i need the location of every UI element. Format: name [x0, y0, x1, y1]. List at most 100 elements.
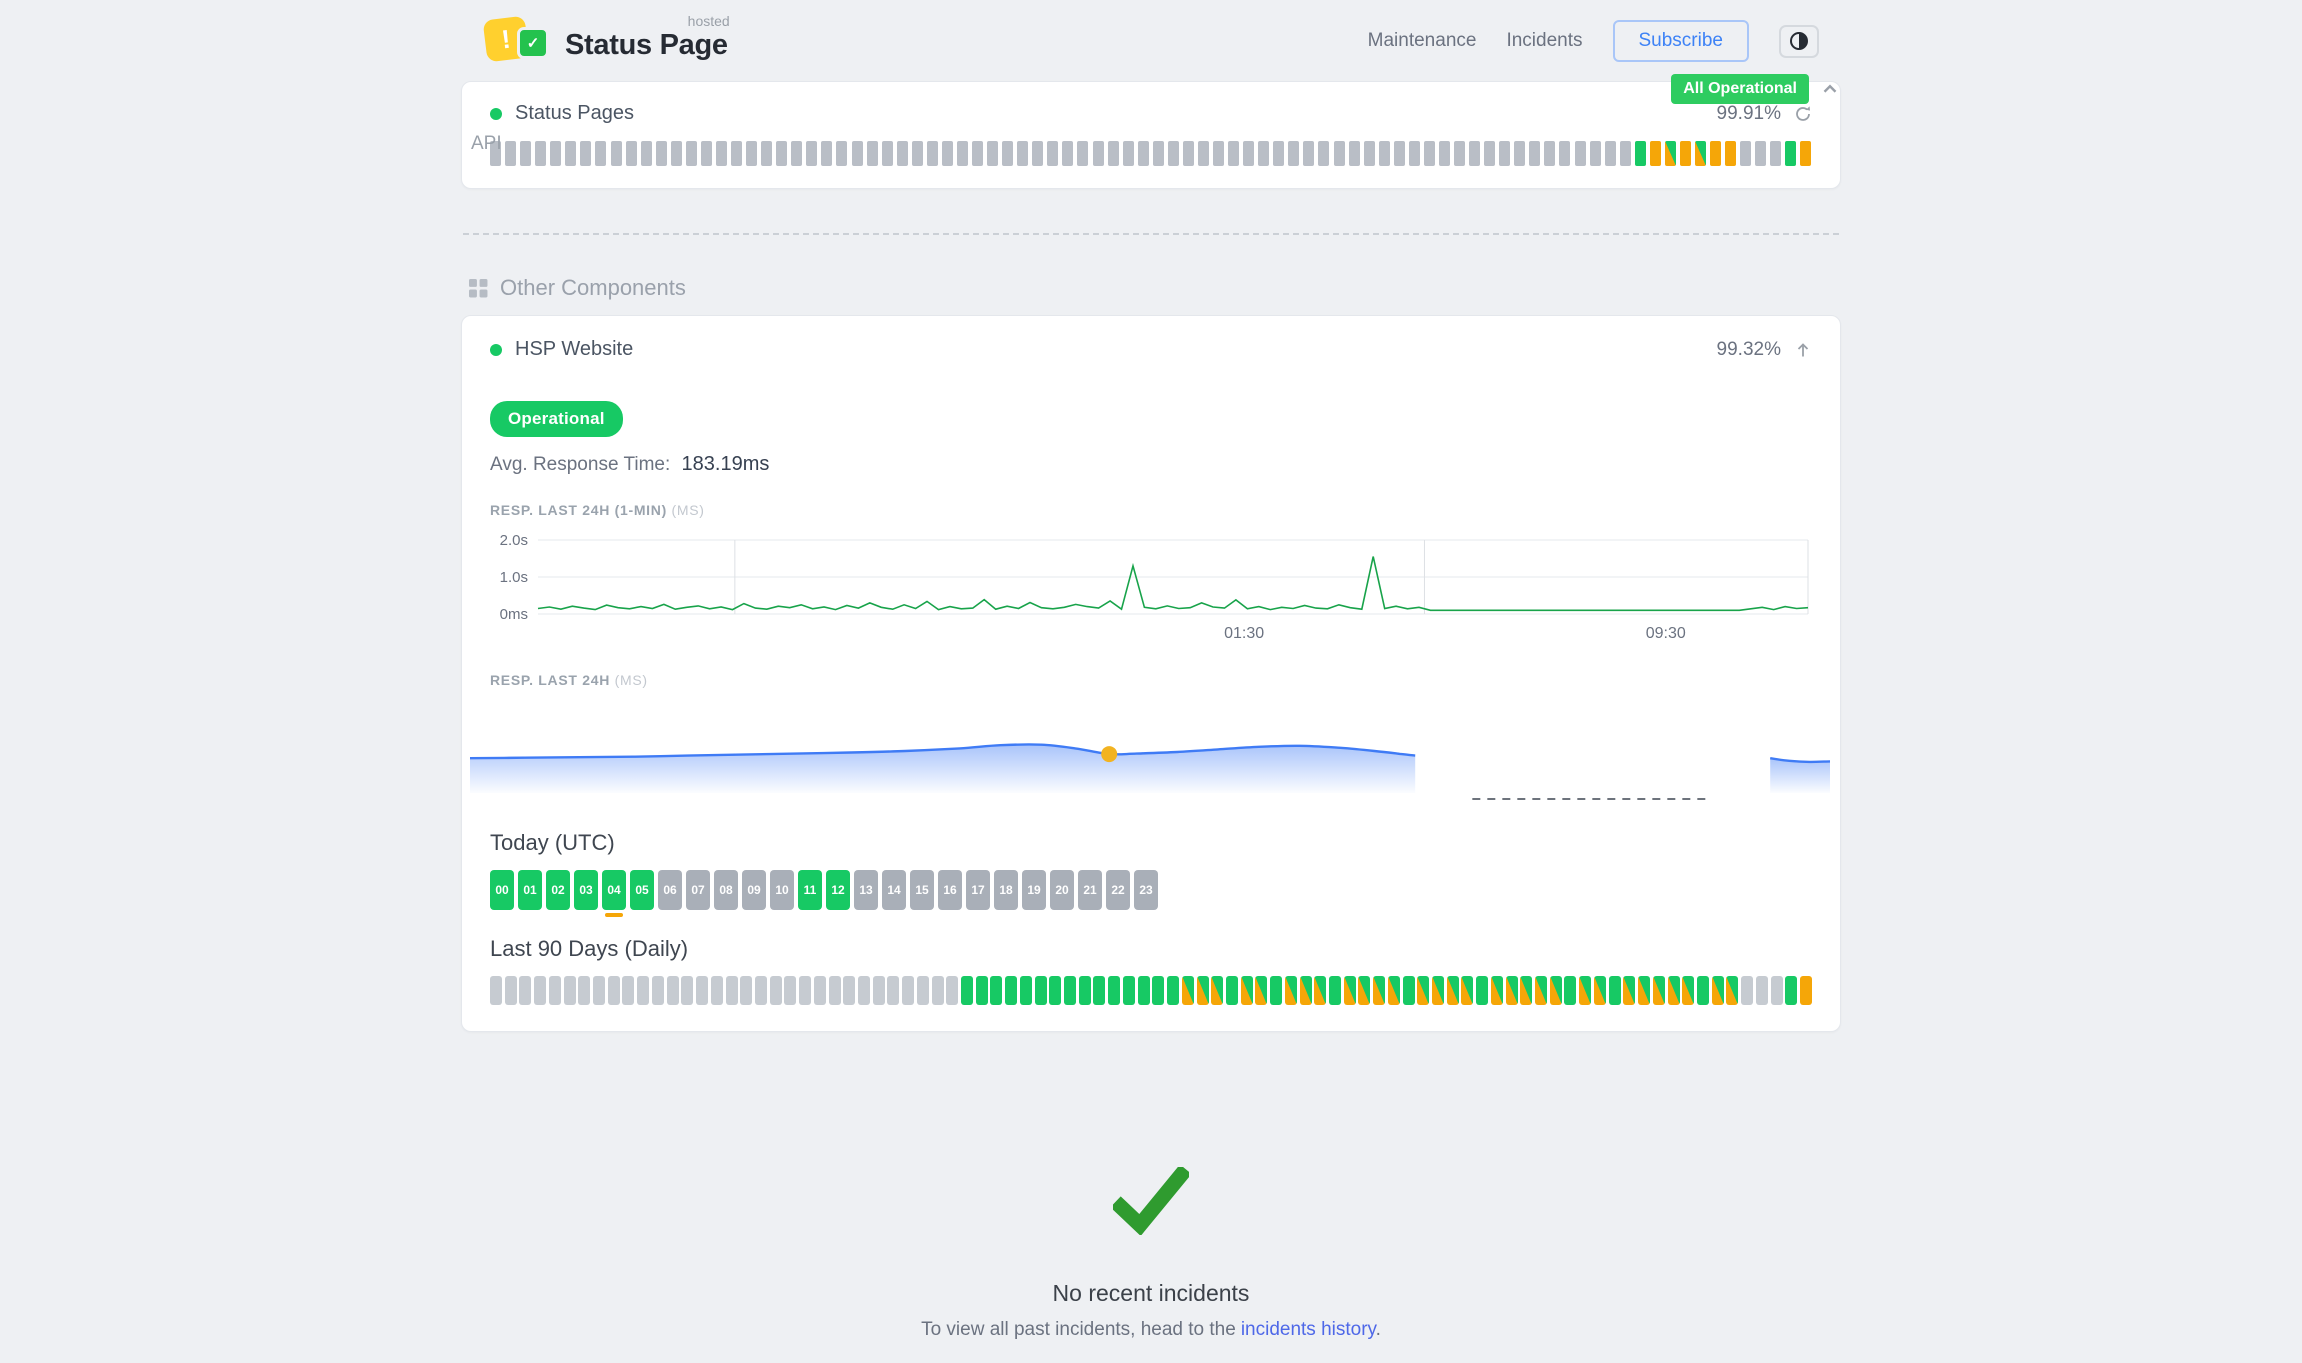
- uptime-bar[interactable]: [1363, 141, 1375, 166]
- day-cell[interactable]: [578, 976, 591, 1005]
- uptime-bar[interactable]: [1589, 141, 1601, 166]
- hour-cell[interactable]: 04: [602, 870, 626, 917]
- collapse-button[interactable]: [1794, 341, 1812, 359]
- uptime-bar[interactable]: [1348, 141, 1360, 166]
- day-cell[interactable]: [1225, 976, 1238, 1005]
- hour-cell[interactable]: 06: [658, 870, 682, 910]
- uptime-bar[interactable]: [836, 141, 848, 166]
- hour-cell[interactable]: 10: [770, 870, 794, 910]
- uptime-bar[interactable]: [1469, 141, 1481, 166]
- day-cell[interactable]: [504, 976, 517, 1005]
- uptime-bar[interactable]: [640, 141, 652, 166]
- day-cell[interactable]: [1711, 976, 1724, 1005]
- day-cell[interactable]: [1255, 976, 1268, 1005]
- day-cell[interactable]: [681, 976, 694, 1005]
- uptime-bar[interactable]: [610, 141, 622, 166]
- day-cell[interactable]: [1770, 976, 1783, 1005]
- chevron-up-icon[interactable]: [1819, 78, 1841, 100]
- hour-cell[interactable]: 15: [910, 870, 934, 910]
- uptime-bar[interactable]: [490, 141, 501, 166]
- day-cell[interactable]: [843, 976, 856, 1005]
- day-cell[interactable]: [1564, 976, 1577, 1005]
- day-cell[interactable]: [1005, 976, 1018, 1005]
- uptime-bar[interactable]: [1077, 141, 1089, 166]
- hour-cell[interactable]: 02: [546, 870, 570, 910]
- uptime-bar[interactable]: [1725, 141, 1737, 166]
- uptime-bar[interactable]: [1423, 141, 1435, 166]
- uptime-bar[interactable]: [1017, 141, 1029, 166]
- uptime-bar[interactable]: [1770, 141, 1782, 166]
- day-cell[interactable]: [1137, 976, 1150, 1005]
- uptime-bar[interactable]: [1002, 141, 1014, 166]
- day-cell[interactable]: [1461, 976, 1474, 1005]
- uptime-bar[interactable]: [1529, 141, 1541, 166]
- uptime-bar[interactable]: [1213, 141, 1224, 166]
- uptime-bar[interactable]: [1544, 141, 1556, 166]
- day-cell[interactable]: [1358, 976, 1371, 1005]
- day-cell[interactable]: [1652, 976, 1665, 1005]
- hour-cell[interactable]: 12: [826, 870, 850, 910]
- day-cell[interactable]: [1240, 976, 1253, 1005]
- day-cell[interactable]: [1019, 976, 1032, 1005]
- uptime-bar[interactable]: [715, 141, 727, 166]
- uptime-bar[interactable]: [1107, 141, 1119, 166]
- uptime-bar[interactable]: [1333, 141, 1345, 166]
- day-cell[interactable]: [1741, 976, 1754, 1005]
- day-cell[interactable]: [710, 976, 723, 1005]
- uptime-bar[interactable]: [1047, 141, 1059, 166]
- uptime-bar[interactable]: [1228, 141, 1240, 166]
- uptime-bar[interactable]: [520, 141, 532, 166]
- uptime-bar[interactable]: [1197, 141, 1209, 166]
- day-cell[interactable]: [1535, 976, 1548, 1005]
- uptime-bar[interactable]: [956, 141, 968, 166]
- uptime-bar[interactable]: [1122, 141, 1134, 166]
- day-cell[interactable]: [931, 976, 944, 1005]
- uptime-bar[interactable]: [1303, 141, 1315, 166]
- day-cell[interactable]: [1034, 976, 1047, 1005]
- uptime-bar[interactable]: [941, 141, 953, 166]
- incidents-history-link[interactable]: incidents history: [1240, 1319, 1376, 1340]
- day-cell[interactable]: [1078, 976, 1091, 1005]
- day-cell[interactable]: [799, 976, 812, 1005]
- day-cell[interactable]: [1785, 976, 1798, 1005]
- uptime-bar[interactable]: [1318, 141, 1330, 166]
- day-cell[interactable]: [1549, 976, 1562, 1005]
- uptime-bar[interactable]: [1619, 141, 1631, 166]
- uptime-bar[interactable]: [1152, 141, 1164, 166]
- uptime-bar[interactable]: [1393, 141, 1405, 166]
- uptime-bar[interactable]: [1710, 141, 1722, 166]
- uptime-bar[interactable]: [1243, 141, 1255, 166]
- uptime-bar[interactable]: [1574, 141, 1586, 166]
- uptime-bar[interactable]: [851, 141, 863, 166]
- uptime-bar[interactable]: [866, 141, 878, 166]
- day-cell[interactable]: [1049, 976, 1062, 1005]
- day-cell[interactable]: [946, 976, 959, 1005]
- day-cell[interactable]: [740, 976, 753, 1005]
- hour-cell[interactable]: 22: [1106, 870, 1130, 910]
- uptime-bar[interactable]: [1559, 141, 1571, 166]
- hour-cell[interactable]: 19: [1022, 870, 1046, 910]
- day-cell[interactable]: [990, 976, 1003, 1005]
- day-cell[interactable]: [1314, 976, 1327, 1005]
- uptime-bar[interactable]: [776, 141, 788, 166]
- day-cell[interactable]: [725, 976, 738, 1005]
- hour-cell[interactable]: 14: [882, 870, 906, 910]
- uptime-bar[interactable]: [1679, 141, 1691, 166]
- day-cell[interactable]: [1167, 976, 1180, 1005]
- day-cell[interactable]: [1799, 976, 1812, 1005]
- uptime-bar[interactable]: [1695, 141, 1706, 166]
- day-cell[interactable]: [666, 976, 679, 1005]
- uptime-bar[interactable]: [505, 141, 517, 166]
- hour-cell[interactable]: 20: [1050, 870, 1074, 910]
- day-cell[interactable]: [1196, 976, 1209, 1005]
- day-cell[interactable]: [622, 976, 635, 1005]
- uptime-bar[interactable]: [731, 141, 742, 166]
- nav-incidents[interactable]: Incidents: [1506, 30, 1583, 51]
- day-cell[interactable]: [1064, 976, 1077, 1005]
- day-cell[interactable]: [1696, 976, 1709, 1005]
- uptime-bar[interactable]: [1062, 141, 1074, 166]
- day-cell[interactable]: [872, 976, 885, 1005]
- day-cell[interactable]: [1402, 976, 1415, 1005]
- day-cell[interactable]: [1373, 976, 1386, 1005]
- uptime-bar[interactable]: [1514, 141, 1526, 166]
